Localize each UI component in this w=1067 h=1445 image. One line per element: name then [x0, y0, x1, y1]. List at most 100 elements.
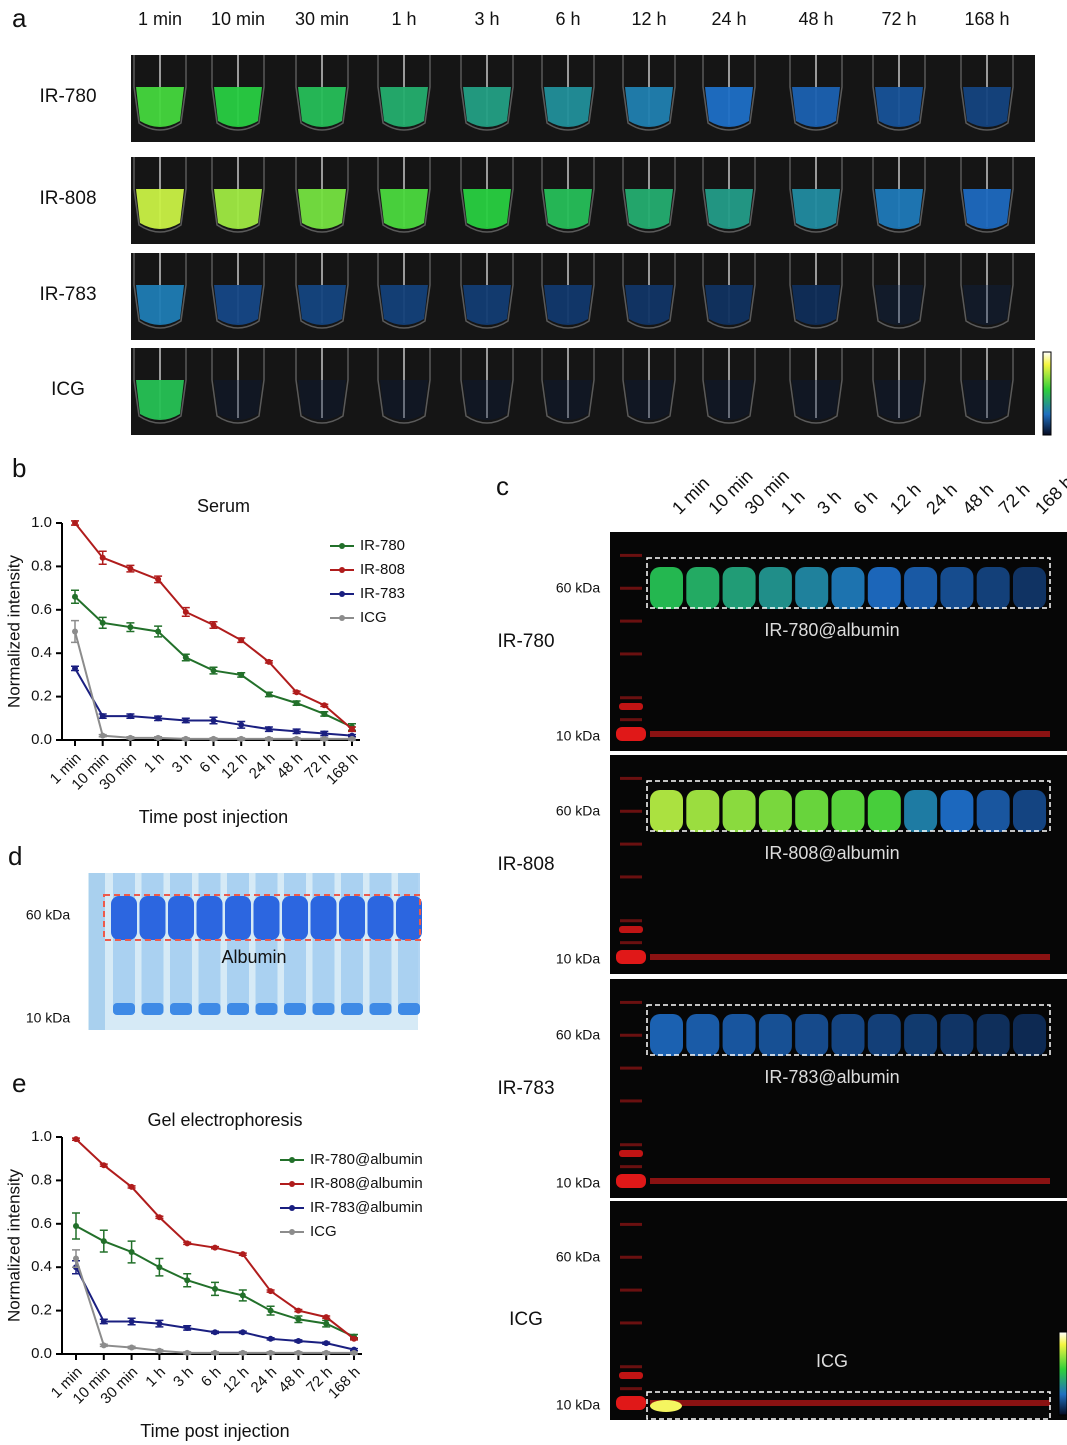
- tube-outline: [211, 348, 265, 424]
- data-point: [351, 1349, 357, 1356]
- albumin-band: [1013, 567, 1046, 609]
- tube-fluid: [544, 87, 592, 127]
- data-point: [321, 702, 328, 709]
- tube-fluid: [875, 380, 923, 420]
- marker-label: 60 kDa: [556, 580, 601, 596]
- y-tick-label: 0.2: [31, 688, 52, 705]
- ladder-band: [620, 652, 642, 656]
- data-point: [321, 710, 328, 717]
- data-point: [349, 726, 355, 733]
- y-tick-label: 0.4: [31, 1258, 52, 1275]
- data-point: [184, 1240, 191, 1247]
- data-point: [184, 1324, 191, 1331]
- y-axis-label: Normalized intensity: [4, 554, 23, 708]
- ladder-band: [620, 1321, 642, 1325]
- data-point: [127, 624, 134, 631]
- tube-outline: [702, 253, 756, 329]
- tube-outline: [211, 55, 265, 131]
- tube-fluid: [380, 189, 428, 229]
- series-line: [75, 1258, 354, 1354]
- marker-label: 60 kDa: [556, 803, 601, 819]
- data-point: [128, 1344, 135, 1351]
- tube-fluid: [875, 87, 923, 127]
- tube-outline: [702, 55, 756, 131]
- ladder-lane: [89, 873, 105, 1030]
- data-point: [212, 1349, 218, 1356]
- y-tick-label: 0.0: [31, 731, 52, 748]
- albumin-band: [758, 1014, 792, 1056]
- low-band: [198, 1003, 221, 1015]
- data-point: [239, 1349, 246, 1356]
- data-point: [155, 715, 162, 722]
- x-tick-label: 12 h: [218, 750, 251, 783]
- y-tick-label: 0.6: [31, 601, 52, 618]
- tube-fluid: [625, 87, 673, 127]
- x-tick-label: 3 h: [170, 1364, 197, 1391]
- y-tick-label: 0.8: [31, 1171, 52, 1188]
- time-label: 168 h: [1031, 472, 1067, 518]
- albumin-band: [722, 567, 756, 609]
- y-tick-label: 0.6: [31, 1215, 52, 1232]
- tube-fluid: [298, 189, 346, 229]
- legend-label: ICG: [360, 609, 387, 626]
- row-label: IR-780: [497, 631, 554, 652]
- time-label: 72 h: [995, 479, 1034, 518]
- ladder-band: [620, 1165, 642, 1169]
- highlight-box: [646, 1391, 1051, 1420]
- panel-letter: a: [12, 3, 27, 33]
- tube-outline: [377, 157, 431, 233]
- free-dye-spot: [650, 1400, 682, 1412]
- legend-marker: [339, 543, 345, 549]
- time-label: 3 h: [813, 486, 845, 518]
- tube-fluid: [544, 285, 592, 325]
- highlight-box: [646, 557, 1051, 609]
- albumin-band: [831, 1014, 865, 1056]
- tube-outline: [960, 253, 1014, 329]
- tube-outline: [789, 157, 843, 233]
- data-point: [72, 665, 78, 672]
- data-point: [212, 1329, 218, 1336]
- albumin-band: [831, 567, 865, 609]
- data-point: [156, 1264, 163, 1271]
- tube-fluid: [136, 189, 184, 229]
- tube-fluid: [544, 380, 592, 420]
- albumin-band: [367, 896, 394, 940]
- band-label: Albumin: [221, 947, 286, 967]
- data-point: [239, 1329, 246, 1336]
- tube-fluid: [214, 285, 262, 325]
- time-label: 12 h: [886, 479, 925, 518]
- ladder-band: [620, 809, 642, 813]
- time-label: 30 min: [295, 9, 349, 29]
- tube-fluid: [463, 285, 511, 325]
- data-point: [156, 1347, 163, 1354]
- colorbar: [1058, 1331, 1067, 1416]
- ladder-band: [620, 1099, 642, 1103]
- tube-fluid: [963, 189, 1011, 229]
- panel-letter: b: [12, 453, 26, 483]
- tube-fluid: [298, 380, 346, 420]
- tube-fluid: [705, 87, 753, 127]
- tube-outline: [960, 157, 1014, 233]
- albumin-band: [758, 790, 792, 832]
- panel-letter: d: [8, 841, 22, 871]
- data-point: [323, 1314, 330, 1321]
- albumin-band: [976, 1014, 1010, 1056]
- y-tick-label: 0.0: [31, 1345, 52, 1362]
- data-point: [293, 735, 300, 742]
- data-point: [295, 1349, 302, 1356]
- y-axis-label: Normalized intensity: [4, 1168, 23, 1322]
- data-point: [238, 637, 245, 644]
- albumin-band: [795, 1014, 829, 1056]
- tube-outline: [295, 55, 349, 131]
- low-band: [312, 1003, 335, 1015]
- albumin-band: [225, 896, 251, 940]
- tube-fluid: [963, 380, 1011, 420]
- tube-outline: [622, 348, 676, 424]
- x-tick-label: 3 h: [169, 750, 196, 777]
- low-band: [170, 1003, 192, 1015]
- legend-marker: [289, 1205, 295, 1211]
- data-point: [127, 565, 134, 572]
- legend-marker: [339, 591, 345, 597]
